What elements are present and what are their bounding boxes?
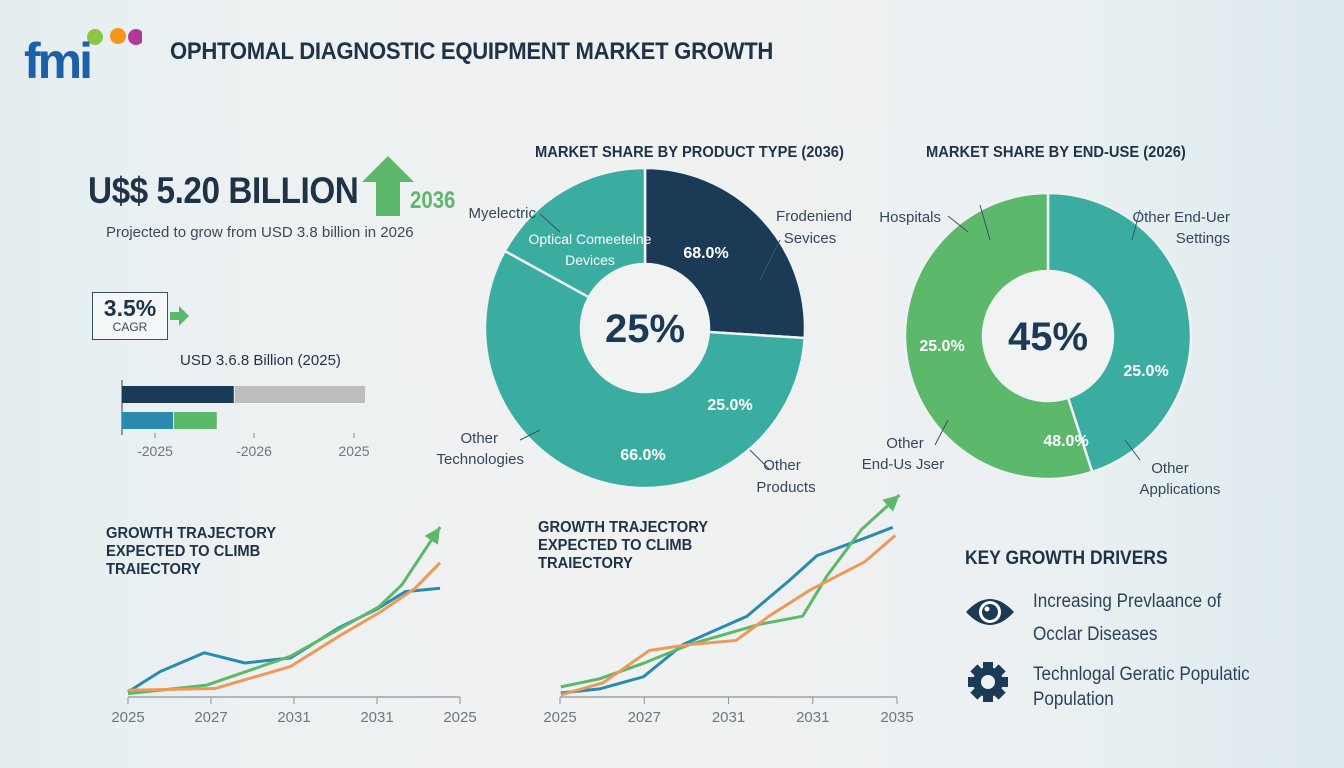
donut-hole xyxy=(983,271,1113,401)
slice-value: Optical Comeetelne xyxy=(529,231,652,247)
headline-subtitle: Projected to grow from USD 3.8 billion i… xyxy=(106,224,414,241)
slice-label: Hospitals xyxy=(879,209,941,226)
gear-icon xyxy=(966,660,1010,709)
slice-label: Settings xyxy=(1176,230,1230,247)
line2-title-text: GROWTH TRAJECTORY EXPECTED TO CLIMB TRAI… xyxy=(538,519,708,572)
driver-1-line2: Occlar Diseases xyxy=(1033,624,1158,645)
line1-title-text: GROWTH TRAJECTORY EXPECTED TO CLIMB TRAI… xyxy=(106,525,276,578)
eye-icon xyxy=(964,592,1016,637)
headline-year: 2036 xyxy=(410,187,456,214)
donut-center-label: 25% xyxy=(605,307,685,351)
slice-label: Other xyxy=(460,430,498,447)
slice-label: Frodeniend xyxy=(776,208,852,225)
line2-title: GROWTH TRAJECTORY EXPECTED TO CLIMB TRAI… xyxy=(538,519,786,573)
driver-1-line1: Increasing Prevlaance of xyxy=(1033,591,1222,612)
line1-title: GROWTH TRAJECTORY EXPECTED TO CLIMB TRAI… xyxy=(106,525,354,579)
donut-center-label: 45% xyxy=(1008,315,1088,359)
bar-tick-label: -2025 xyxy=(137,443,173,459)
cagr-box: 3.5% CAGR xyxy=(92,292,168,340)
slice-value: 48.0% xyxy=(1043,433,1088,450)
cagr-label: CAGR xyxy=(112,320,148,334)
slice-value: 66.0% xyxy=(620,447,665,464)
driver-2-line2: Population xyxy=(1033,689,1114,710)
slice-value: Devices xyxy=(565,252,615,268)
bar-segment xyxy=(122,386,234,403)
slice-label: Myelectric xyxy=(468,205,536,222)
arrow-up-icon xyxy=(360,156,416,221)
leader-line xyxy=(947,215,969,233)
donut2-title: MARKET SHARE BY END-USE (2026) xyxy=(926,144,1186,161)
leader-line xyxy=(934,419,949,446)
slice-value: 25.0% xyxy=(1123,363,1168,380)
slice-value: 25.0% xyxy=(919,338,964,355)
slice-label: Other End-Uer xyxy=(1132,209,1230,226)
slice-value: 25.0% xyxy=(707,397,752,414)
bar-segment xyxy=(234,386,365,403)
cagr-value: 3.5% xyxy=(103,295,157,321)
driver-2-line1: Technlogal Geratic Populatic xyxy=(1033,664,1250,685)
bar-tick-label: -2026 xyxy=(236,443,272,459)
headline-value: U$$ 5.20 BILLION xyxy=(88,170,359,211)
slice-label: Other xyxy=(886,435,924,452)
slice-label: Other xyxy=(1151,460,1189,477)
bar-chart-title: USD 3.6.8 Billion (2025) xyxy=(180,352,341,369)
leader-line xyxy=(759,239,781,281)
slice-label: Other xyxy=(763,457,801,474)
slice-label: Products xyxy=(756,479,815,496)
donut1-title: MARKET SHARE BY PRODUCT TYPE (2036) xyxy=(535,144,844,161)
page-title: OPHTOMAL DIAGNOSTIC EQUIPMENT MARKET GRO… xyxy=(170,38,774,65)
slice-label: Applications xyxy=(1140,481,1221,498)
slice-label: Sevices xyxy=(784,230,837,247)
arrow-right-icon xyxy=(170,306,190,331)
leader-line xyxy=(519,429,541,441)
donut-hole xyxy=(581,264,709,392)
slice-label: End-Us Jser xyxy=(862,456,945,473)
logo: fmi xyxy=(22,24,144,89)
bar-segment xyxy=(122,412,174,429)
bar-chart: -2025 -2026 2025 xyxy=(121,380,370,459)
leader-line xyxy=(1124,439,1141,461)
drivers-title: KEY GROWTH DRIVERS xyxy=(965,548,1168,569)
leader-line xyxy=(539,213,561,233)
leader-line xyxy=(979,204,991,241)
slice-value: 68.0% xyxy=(683,245,728,262)
bar-segment xyxy=(174,412,217,429)
slice-label: Technologies xyxy=(436,451,524,468)
bar-tick-label: 2025 xyxy=(338,443,369,459)
svg-text:fmi: fmi xyxy=(24,33,90,84)
leader-line xyxy=(749,449,771,471)
leader-line xyxy=(1131,209,1141,241)
